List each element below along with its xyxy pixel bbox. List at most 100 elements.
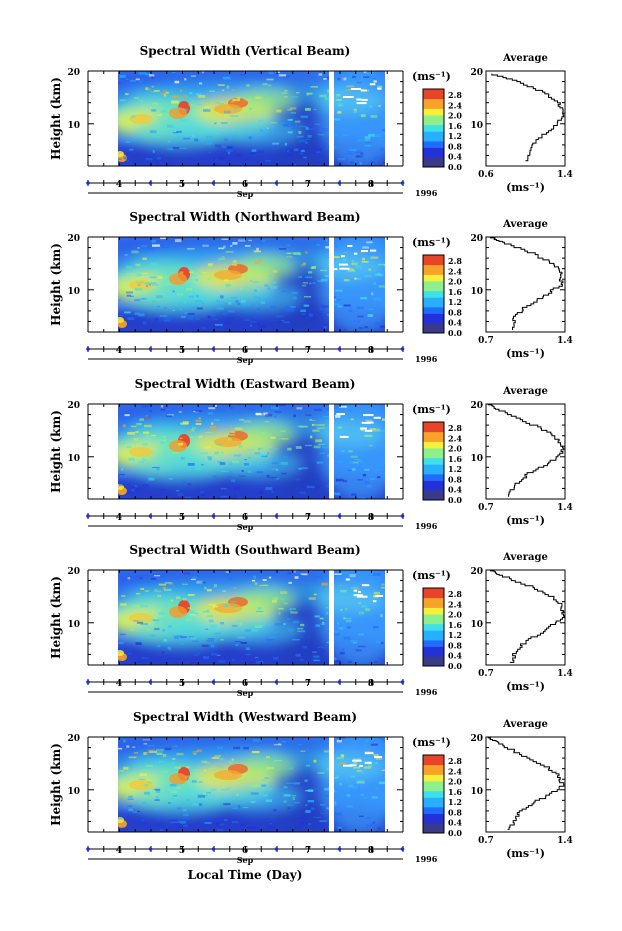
- heatmap-cell: [370, 743, 378, 746]
- heatmap-cell: [282, 142, 286, 144]
- x-tick-label: 5: [179, 513, 185, 523]
- heatmap-cell: [191, 803, 199, 806]
- heatmap-cell: [324, 795, 333, 797]
- heatmap-cell: [152, 136, 161, 138]
- heatmap-cell: [156, 275, 163, 279]
- heatmap-cell: [287, 804, 295, 806]
- x-tick-label: 8: [368, 513, 374, 523]
- heatmap-cell: [142, 321, 147, 325]
- colorbar-tick-label: 0.8: [448, 474, 462, 484]
- heatmap-cell: [139, 418, 144, 421]
- heatmap-cell: [214, 122, 217, 125]
- heatmap-cell: [267, 776, 270, 778]
- heatmap-cell: [131, 489, 135, 492]
- colorbar-swatch: [423, 794, 444, 798]
- heatmap-cell: [379, 740, 383, 741]
- heatmap-cell: [293, 802, 300, 804]
- heatmap-cell: [340, 737, 346, 739]
- heatmap-cell: [208, 638, 215, 640]
- profile-y-tick: 10: [470, 287, 483, 297]
- x-tick-label: 8: [368, 679, 374, 689]
- heatmap-cell: [205, 142, 213, 145]
- heatmap-cell: [171, 762, 175, 765]
- heatmap-cell: [196, 580, 203, 584]
- heatmap-cell: [259, 491, 264, 495]
- colorbar-swatch: [423, 115, 444, 119]
- colorbar-swatch: [423, 643, 444, 647]
- heatmap-cell: [206, 639, 214, 642]
- heatmap-cell: [230, 101, 235, 103]
- colorbar-swatch: [423, 154, 444, 158]
- heatmap-cell: [347, 660, 353, 664]
- heatmap-cell: [272, 631, 278, 634]
- data-gap: [339, 435, 349, 438]
- heatmap-cell: [373, 492, 381, 494]
- profile-x-label: (ms⁻¹): [506, 847, 545, 860]
- x-tick-label: 8: [368, 346, 374, 356]
- panel-title: Spectral Width (Northward Beam): [129, 210, 360, 224]
- heatmap-cell: [335, 775, 340, 778]
- heatmap-cell: [272, 281, 277, 284]
- heatmap-cell: [250, 466, 257, 469]
- heatmap-cell: [262, 579, 267, 581]
- heatmap-cell: [255, 412, 261, 415]
- heatmap-cell: [184, 78, 187, 81]
- heatmap-cell: [293, 414, 296, 418]
- heatmap-cell: [214, 755, 222, 757]
- heatmap-cell: [181, 741, 187, 744]
- heatmap-cell: [121, 468, 124, 471]
- colorbar-tick-label: 0.0: [448, 828, 462, 838]
- heatmap-cell: [154, 799, 160, 801]
- colorbar-swatch: [423, 431, 444, 436]
- y-axis-label: Height (km): [49, 743, 63, 826]
- heatmap-cell: [143, 743, 148, 745]
- heatmap-cell: [265, 487, 273, 491]
- heatmap-cell: [278, 611, 281, 615]
- colorbar-swatch: [423, 157, 444, 161]
- heatmap-cell: [373, 468, 380, 472]
- heatmap-cell: [203, 769, 207, 772]
- heatmap-cell: [355, 588, 360, 591]
- heatmap-cell: [317, 280, 322, 282]
- heatmap-cell: [319, 820, 327, 822]
- heatmap-cell: [326, 641, 334, 643]
- heatmap-cell: [232, 263, 238, 266]
- heatmap-cell: [292, 639, 300, 641]
- heatmap-cell: [167, 148, 174, 151]
- heatmap-cell: [121, 595, 126, 597]
- heatmap-cell: [179, 147, 188, 149]
- heatmap-cell: [350, 455, 358, 458]
- heatmap-cell: [374, 156, 381, 159]
- colorbar-swatch: [423, 108, 444, 113]
- heatmap-cell: [353, 110, 358, 113]
- heatmap-cell: [208, 628, 212, 631]
- heatmap-cell: [384, 790, 385, 793]
- colorbar-swatch: [423, 787, 444, 792]
- heatmap-cell: [163, 161, 172, 165]
- colorbar-swatch: [423, 653, 444, 657]
- heatmap-cell: [297, 744, 302, 746]
- y-tick-label: 10: [67, 787, 80, 797]
- heatmap-cell: [164, 276, 168, 278]
- day-marker: [86, 514, 90, 518]
- colorbar-swatch: [423, 316, 444, 321]
- colorbar-swatch: [423, 474, 444, 478]
- heatmap-cell: [179, 271, 184, 274]
- heatmap-cell: [269, 476, 277, 479]
- heatmap-cell: [254, 452, 261, 455]
- heatmap-cell: [198, 781, 203, 783]
- day-marker: [337, 181, 342, 185]
- x-tick-label: 7: [305, 846, 311, 856]
- heatmap-cell: [122, 424, 126, 428]
- heatmap-cell: [195, 652, 201, 655]
- heatmap-cell: [240, 823, 244, 826]
- heatmap-cell: [156, 162, 159, 166]
- heatmap-cell: [235, 644, 239, 647]
- heatmap-cell: [268, 576, 272, 579]
- day-marker: [148, 847, 153, 851]
- heatmap-cell: [161, 328, 167, 330]
- heatmap-cell: [156, 306, 161, 308]
- heatmap-cell: [129, 79, 136, 82]
- heatmap-cell: [195, 423, 202, 426]
